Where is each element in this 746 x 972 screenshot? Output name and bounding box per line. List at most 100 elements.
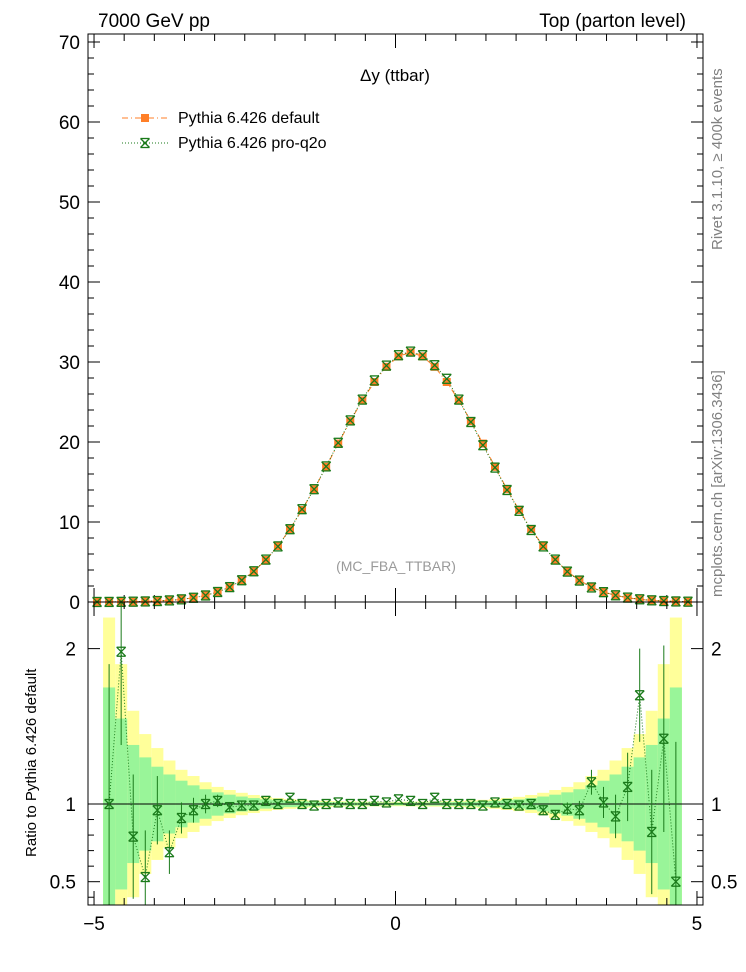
analysis-watermark: (MC_FBA_TTBAR) (336, 558, 456, 574)
main-point-pro-q2o (586, 582, 597, 593)
rivet-version-label: Rivet 3.1.10, ≥ 400k events (709, 68, 726, 250)
main-point-pro-q2o-diag-b (188, 592, 199, 603)
main-point-pro-q2o-diag-b (453, 394, 464, 405)
ratio-point-pro-q2o (405, 795, 416, 807)
main-point-default (370, 378, 379, 386)
main-y-tick-label: 40 (59, 273, 80, 294)
main-point-pro-q2o-diag-b (236, 575, 247, 586)
ratio-point-pro-q2o (550, 809, 561, 821)
ratio-point-pro-q2o-diag-b (345, 799, 356, 809)
ratio-point-pro-q2o (104, 798, 115, 810)
ratio-point-pro-q2o (670, 876, 681, 887)
main-y-tick-label: 0 (69, 593, 80, 614)
main-point-pro-q2o (477, 440, 488, 451)
ratio-panel: 0.5 0.5 1 1 2 2 −5 0 5 Ratio to Pythia 6.426 de… (23, 601, 738, 935)
ratio-point-pro-q2o (514, 800, 525, 811)
main-point-pro-q2o (321, 461, 332, 472)
main-point-default (478, 439, 487, 448)
main-point-pro-q2o (369, 375, 380, 386)
main-point-pro-q2o-diag-b (285, 524, 295, 535)
main-point-pro-q2o-diag-b (272, 541, 283, 552)
x-tick-label: 5 (692, 914, 703, 935)
ratio-point-pro-q2o-diag-b (514, 800, 525, 811)
legend-entry-pro-q2o: Pythia 6.426 pro-q2o (122, 135, 327, 152)
main-point-pro-q2o-diag-b (465, 417, 476, 427)
ratio-point-pro-q2o-diag-b (104, 799, 115, 809)
ratio-point-pro-q2o (236, 800, 247, 811)
ratio-point-pro-q2o (465, 798, 476, 810)
ratio-point-pro-q2o (610, 811, 621, 822)
ratio-point-pro-q2o-diag-b (477, 800, 488, 811)
main-y-tick-label: 30 (59, 353, 80, 374)
main-point-pro-q2o (574, 575, 585, 586)
main-point-pro-q2o-diag-b (321, 461, 332, 472)
main-point-pro-q2o-diag-b (248, 566, 259, 577)
main-point-pro-q2o (260, 554, 271, 565)
ratio-point-pro-q2o (200, 798, 211, 810)
ratio-point-pro-q2o-diag-b (465, 799, 476, 809)
ratio-point-pro-q2o-diag-b (357, 799, 368, 809)
main-point-pro-q2o (285, 524, 295, 535)
ratio-point-pro-q2o (526, 798, 537, 810)
main-point-default (430, 362, 439, 371)
legend-star-glyph-diag-b (140, 138, 150, 148)
header-collision-label: 7000 GeV pp (98, 11, 210, 32)
ratio-point-pro-q2o-diag-b (453, 799, 464, 809)
main-point-pro-q2o-diag-b (441, 373, 452, 384)
ratio-y-tick-label-right: 0.5 (711, 873, 737, 894)
main-point-pro-q2o (526, 524, 537, 536)
main-point-pro-q2o (429, 360, 440, 371)
ratio-y-tick-label-left: 0.5 (50, 873, 76, 894)
ratio-point-pro-q2o-diag-b (152, 805, 163, 816)
main-y-tick-label: 70 (59, 33, 80, 54)
ratio-y-axis-title: Ratio to Pythia 6.426 default (23, 668, 40, 857)
main-point-pro-q2o (164, 595, 175, 606)
ratio-point-pro-q2o (345, 798, 356, 810)
main-point-pro-q2o (502, 484, 513, 496)
main-point-pro-q2o-diag-b (333, 437, 344, 448)
main-panel: Δy (ttbar) (MC_FBA_TTBAR) 0 10 20 30 40 50 60 7… (59, 33, 704, 614)
main-point-pro-q2o-diag-b (670, 596, 681, 607)
main-point-pro-q2o (309, 484, 320, 495)
ratio-point-pro-q2o (381, 797, 392, 808)
ratio-y-tick-label-left: 1 (65, 795, 76, 816)
ratio-point-pro-q2o (248, 800, 259, 811)
main-point-pro-q2o (598, 587, 609, 598)
ratio-point-pro-q2o (164, 847, 175, 858)
ratio-point-pro-q2o (429, 792, 440, 803)
main-point-pro-q2o (333, 437, 344, 448)
ratio-point-pro-q2o (393, 794, 404, 805)
main-point-pro-q2o-diag-b (345, 415, 356, 426)
ratio-point-pro-q2o-diag-b (610, 811, 621, 822)
ratio-point-pro-q2o (224, 801, 235, 813)
main-point-pro-q2o-diag-b (212, 587, 223, 597)
ratio-point-pro-q2o-diag-b (164, 847, 175, 858)
ratio-y-tick-labels: 0.5 0.5 1 1 2 2 (50, 640, 738, 894)
main-point-pro-q2o-diag-b (514, 505, 525, 516)
legend-square-marker (141, 114, 149, 122)
legend-star-glyph (140, 137, 150, 149)
ratio-point-pro-q2o-diag-b (550, 809, 561, 820)
ratio-point-pro-q2o (574, 805, 585, 816)
main-tick-marks (88, 34, 703, 603)
main-point-pro-q2o (405, 346, 416, 357)
main-point-pro-q2o (345, 415, 356, 426)
ratio-point-pro-q2o-diag-b (224, 802, 235, 813)
ratio-point-pro-q2o-diag-b (586, 777, 597, 788)
main-point-pro-q2o-diag-b (622, 592, 633, 603)
ratio-point-pro-q2o (538, 805, 549, 816)
ratio-point-pro-q2o-diag-b (116, 646, 127, 657)
ratio-point-pro-q2o (598, 797, 609, 808)
main-point-pro-q2o-diag-b (224, 582, 235, 593)
legend-star-marker (140, 137, 150, 149)
ratio-point-pro-q2o (260, 795, 271, 807)
ratio-point-pro-q2o (188, 805, 199, 816)
ratio-point-pro-q2o-diag-b (658, 733, 669, 744)
main-point-pro-q2o-diag-b (417, 350, 428, 361)
main-point-pro-q2o (514, 505, 525, 516)
ratio-point-pro-q2o-diag-b (140, 872, 151, 882)
ratio-plot-frame (87, 601, 704, 906)
main-point-pro-q2o-diag-b (610, 590, 621, 601)
x-tick-label: −5 (83, 914, 105, 935)
